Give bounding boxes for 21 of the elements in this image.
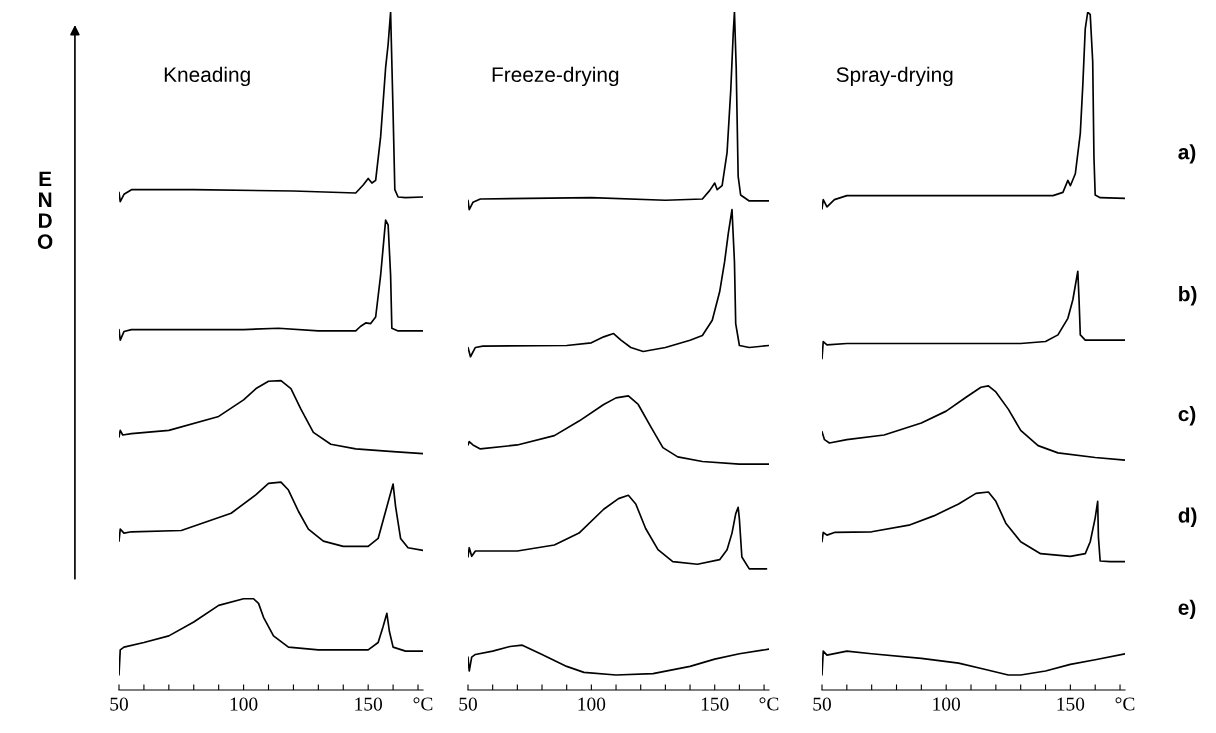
x-tick-label: 50 bbox=[459, 697, 477, 711]
x-axis-title: °C bbox=[1115, 697, 1135, 711]
text: a) bbox=[1178, 144, 1196, 164]
x-tick-label: 50 bbox=[813, 697, 831, 711]
x-tick-label: 100 bbox=[933, 697, 961, 711]
x-tick-label: 150 bbox=[701, 697, 729, 711]
text: c) bbox=[1178, 406, 1196, 426]
x-tick-label: 100 bbox=[230, 697, 258, 711]
text: Kneading bbox=[164, 66, 250, 87]
x-tick-label: 100 bbox=[578, 697, 606, 711]
text: Freeze-drying bbox=[492, 66, 619, 87]
text: e) bbox=[1178, 599, 1196, 620]
y-axis-title: ENDO bbox=[37, 171, 53, 249]
x-tick-label: 150 bbox=[1057, 697, 1085, 711]
text: d) bbox=[1178, 507, 1197, 527]
x-tick-label: 150 bbox=[355, 697, 383, 711]
text: Spray-drying bbox=[836, 66, 953, 87]
text: b) bbox=[1179, 286, 1197, 306]
x-axis-title: °C bbox=[759, 697, 779, 711]
x-axis-title: °C bbox=[413, 697, 433, 711]
x-tick-label: 50 bbox=[110, 697, 128, 711]
